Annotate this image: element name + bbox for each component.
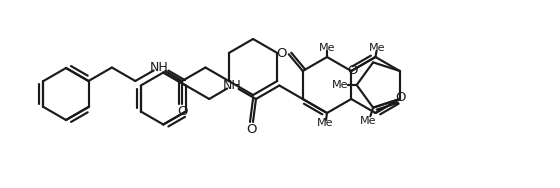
Text: Me: Me xyxy=(369,43,386,53)
Text: O: O xyxy=(347,64,357,77)
Text: NH: NH xyxy=(150,61,168,74)
Text: NH: NH xyxy=(223,79,242,92)
Text: Me: Me xyxy=(360,116,376,126)
Text: O: O xyxy=(177,105,187,118)
Text: O: O xyxy=(277,47,287,60)
Text: Me: Me xyxy=(319,43,335,53)
Text: Me: Me xyxy=(317,118,333,128)
Text: O: O xyxy=(395,90,406,104)
Text: O: O xyxy=(246,124,256,136)
Text: Me: Me xyxy=(332,80,348,90)
